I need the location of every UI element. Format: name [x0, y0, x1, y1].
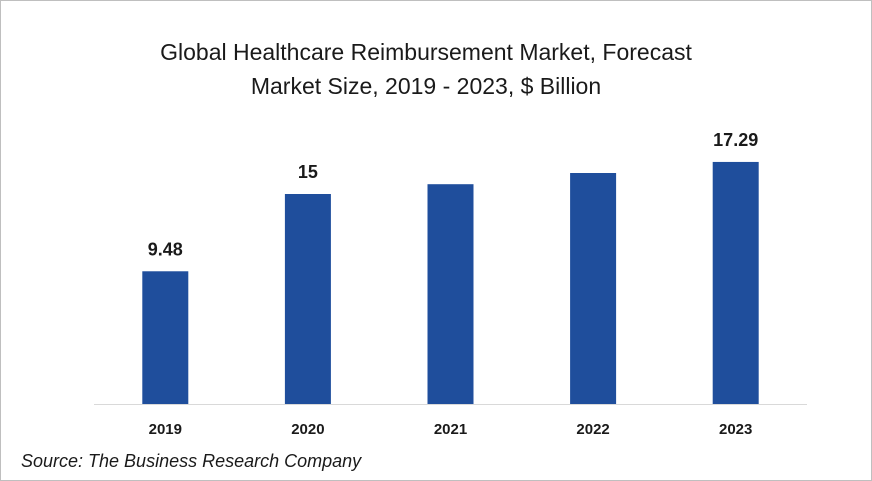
x-tick-label-2021: 2021: [434, 421, 467, 438]
bar-2019: [142, 271, 189, 404]
bar-2021: [427, 184, 474, 404]
data-label-2023: 17.29: [713, 130, 758, 150]
x-tick-label-2023: 2023: [719, 421, 752, 438]
x-tick-label-2019: 2019: [149, 421, 182, 438]
x-tick-label-2022: 2022: [576, 421, 609, 438]
bar-2022: [570, 173, 617, 404]
chart-title-line-1: Global Healthcare Reimbursement Market, …: [160, 39, 692, 65]
bar-2023: [712, 161, 759, 404]
chart-title: Global Healthcare Reimbursement Market, …: [1, 35, 851, 103]
bar-2020: [284, 194, 331, 404]
data-label-2019: 9.48: [148, 239, 183, 259]
data-label-2020: 15: [298, 162, 318, 182]
chart-title-line-2: Market Size, 2019 - 2023, $ Billion: [250, 73, 602, 99]
x-tick-label-2020: 2020: [291, 421, 324, 438]
source-note: Source: The Business Research Company: [21, 451, 362, 471]
